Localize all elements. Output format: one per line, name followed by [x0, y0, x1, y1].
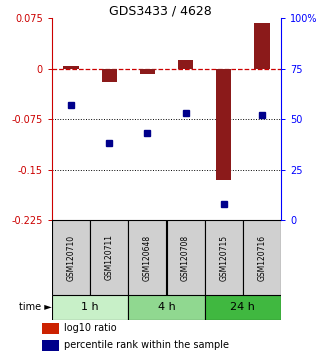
Bar: [102, 69, 117, 82]
Bar: [140, 69, 155, 74]
Bar: [167, 220, 205, 295]
Text: log10 ratio: log10 ratio: [64, 323, 117, 333]
Bar: [128, 295, 205, 320]
Bar: [205, 220, 243, 295]
Text: GDS3433 / 4628: GDS3433 / 4628: [109, 5, 212, 18]
Bar: [128, 220, 167, 295]
Text: 24 h: 24 h: [230, 303, 255, 313]
Text: GSM120648: GSM120648: [143, 234, 152, 281]
Text: GSM120711: GSM120711: [105, 234, 114, 280]
Bar: [90, 220, 128, 295]
Bar: [52, 220, 90, 295]
Text: time ►: time ►: [19, 303, 52, 313]
Bar: [205, 295, 281, 320]
Bar: [42, 324, 59, 333]
Bar: [243, 220, 281, 295]
Text: GSM120715: GSM120715: [219, 234, 228, 281]
Text: percentile rank within the sample: percentile rank within the sample: [64, 340, 229, 350]
Bar: [254, 23, 270, 69]
Bar: [178, 61, 193, 69]
Bar: [216, 69, 231, 179]
Bar: [42, 341, 59, 350]
Text: GSM120708: GSM120708: [181, 234, 190, 281]
Text: 1 h: 1 h: [81, 303, 99, 313]
Text: GSM120710: GSM120710: [66, 234, 75, 281]
Bar: [52, 295, 128, 320]
Text: GSM120716: GSM120716: [257, 234, 266, 281]
Text: 4 h: 4 h: [158, 303, 175, 313]
Bar: [64, 67, 79, 69]
